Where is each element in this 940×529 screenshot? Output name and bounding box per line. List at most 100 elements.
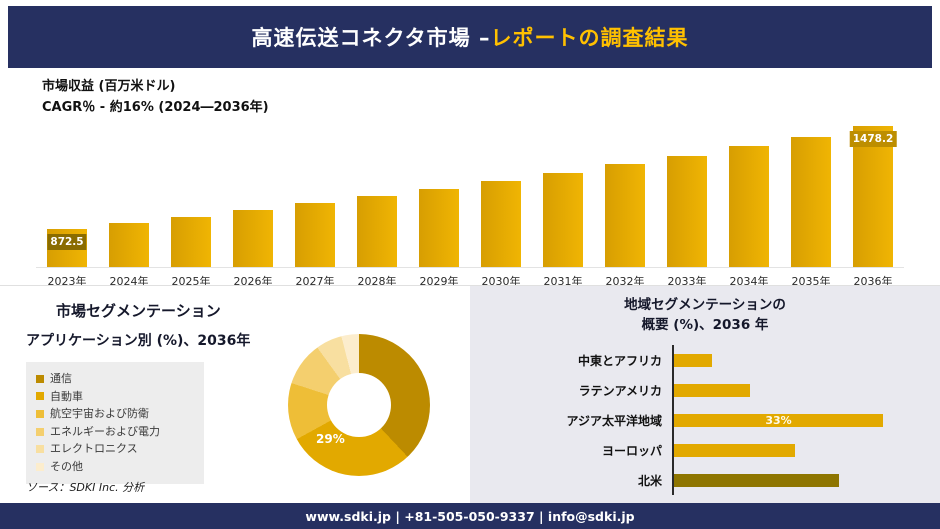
legend-label: その他 — [50, 459, 83, 473]
region-row: ラテンアメリカ — [484, 375, 926, 406]
region-rows: 中東とアフリカ ラテンアメリカ アジア太平洋地域 33% ヨーロッパ 北米 — [484, 345, 926, 496]
revenue-bar-column — [284, 123, 346, 267]
revenue-bars: 872.5 1478.2 — [36, 123, 904, 268]
x-axis-label: 2035年 — [791, 274, 831, 288]
region-category-label: 北米 — [637, 473, 662, 488]
legend-swatch — [36, 409, 44, 418]
bar-value-label: 872.5 — [47, 233, 87, 250]
legend-label: 航空宇宙および防衛 — [50, 407, 149, 421]
revenue-bar-column: 1478.2 — [842, 123, 904, 267]
legend-item: 航空宇宙および防衛 — [36, 405, 194, 423]
segmentation-subtitle: アプリケーション別 (%)、2036年 — [26, 333, 251, 349]
application-segmentation-panel: 市場セグメンテーション アプリケーション別 (%)、2036年 通信自動車航空宇… — [0, 286, 470, 503]
x-axis-label: 2029年 — [419, 274, 459, 288]
revenue-bar-column — [222, 123, 284, 267]
region-bar-track: 33% — [672, 405, 898, 436]
application-donut-wrap: 29% — [288, 334, 430, 476]
legend-label: エレクトロニクス — [50, 442, 138, 456]
revenue-bar — [481, 180, 521, 267]
revenue-bar-column — [98, 123, 160, 267]
x-axis-label: 2034年 — [729, 274, 769, 288]
revenue-bar-column — [346, 123, 408, 267]
region-title-line1: 地域セグメンテーションの — [624, 297, 786, 313]
report-header: 高速伝送コネクタ市場 – レポートの調査結果 — [8, 6, 932, 68]
header-title-accent: レポートの調査結果 — [490, 26, 689, 50]
region-category-label: ラテンアメリカ — [578, 383, 662, 398]
revenue-bar — [729, 145, 769, 267]
region-category-label: 中東とアフリカ — [577, 353, 662, 368]
x-axis-label: 2023年 — [47, 274, 87, 288]
region-row: 中東とアフリカ — [484, 345, 926, 376]
region-segmentation-panel: 地域セグメンテーションの 概要 (%)、2036 年 中東とアフリカ ラテンアメリ… — [470, 286, 940, 503]
source-note: ソース：SDKI Inc. 分析 — [26, 481, 145, 494]
legend-item: 自動車 — [36, 388, 194, 406]
segmentation-legend: 通信自動車航空宇宙および防衛 エネルギーおよび電力 エレクトロニクス その他 — [26, 362, 204, 484]
region-title-line2: 概要 (%)、2036 年 — [641, 316, 769, 333]
x-axis-label: 2028年 — [357, 274, 397, 288]
revenue-bar-column — [656, 123, 718, 267]
revenue-bar — [357, 195, 397, 267]
legend-swatch — [36, 374, 44, 383]
x-axis-label: 2030年 — [481, 274, 521, 288]
revenue-bar — [419, 188, 459, 267]
region-title: 地域セグメンテーションの 概要 (%)、2036 年 — [484, 296, 926, 335]
revenue-bar — [667, 155, 707, 267]
legend-label: 自動車 — [50, 389, 83, 403]
legend-item: その他 — [36, 458, 194, 476]
revenue-bar — [791, 136, 831, 267]
x-axis-label: 2032年 — [605, 274, 645, 288]
revenue-bar — [853, 125, 893, 267]
region-row: アジア太平洋地域 33% — [484, 405, 926, 436]
region-bar — [674, 473, 839, 487]
revenue-bar — [171, 216, 211, 267]
legend-item: エレクトロニクス — [36, 440, 194, 458]
legend-label: エネルギーおよび電力 — [50, 424, 160, 438]
bar-value-label: 1478.2 — [849, 130, 897, 147]
region-category-label: アジア太平洋地域 — [566, 413, 662, 428]
revenue-bar-column — [718, 123, 780, 267]
legend-item: 通信 — [36, 370, 194, 388]
revenue-bar-column — [532, 123, 594, 267]
x-axis-label: 2031年 — [543, 274, 583, 288]
x-axis-label: 2026年 — [233, 274, 273, 288]
revenue-bar — [295, 202, 335, 267]
revenue-bar-column — [594, 123, 656, 267]
x-axis-label: 2027年 — [295, 274, 335, 288]
revenue-bar — [543, 172, 583, 267]
revenue-bar-column: 872.5 — [36, 123, 98, 267]
footer-contact-text: www.sdki.jp | +81-505-050-9337 | info@sd… — [305, 508, 635, 524]
region-bar — [674, 383, 750, 397]
legend-label: 通信 — [50, 372, 72, 385]
revenue-bar — [233, 209, 273, 267]
region-bar-track — [672, 345, 898, 376]
revenue-axis: 2023年 2024年 2025年 2026年 2027年 2028年 2029年 2030年… — [36, 273, 904, 289]
bottom-panels: 市場セグメンテーション アプリケーション別 (%)、2036年 通信自動車航空宇… — [0, 285, 940, 503]
region-bar — [674, 443, 795, 457]
revenue-cagr-line: CAGR％ - 約16% (2024―2036年) — [42, 100, 269, 116]
footer-bar: www.sdki.jp | +81-505-050-9337 | info@sd… — [0, 503, 940, 529]
donut-hole — [327, 373, 391, 437]
legend-swatch — [36, 462, 44, 471]
x-axis-label: 2024年 — [109, 274, 149, 288]
legend-swatch — [36, 392, 44, 401]
region-bar-track — [672, 465, 898, 496]
revenue-bar — [605, 163, 645, 267]
donut-slice-label: 29% — [316, 432, 345, 446]
segmentation-title: 市場セグメンテーション — [56, 302, 221, 320]
legend-item: エネルギーおよび電力 — [36, 423, 194, 441]
header-title-main: 高速伝送コネクタ市場 – — [251, 26, 491, 50]
x-axis-label: 2036年 — [853, 274, 893, 288]
legend-swatch — [36, 427, 44, 436]
revenue-bar-column — [780, 123, 842, 267]
bar-value-label: 33% — [765, 413, 792, 427]
revenue-bar-column — [470, 123, 532, 267]
x-axis-label: 2033年 — [667, 274, 707, 288]
x-axis-label: 2025年 — [171, 274, 211, 288]
revenue-chart-title: 市場収益 (百万米ドル) — [42, 79, 176, 94]
revenue-bar — [109, 222, 149, 267]
legend-swatch — [36, 445, 44, 454]
region-bar-track — [672, 375, 898, 406]
region-bar: 33% — [674, 413, 883, 427]
region-bar-track — [672, 435, 898, 466]
